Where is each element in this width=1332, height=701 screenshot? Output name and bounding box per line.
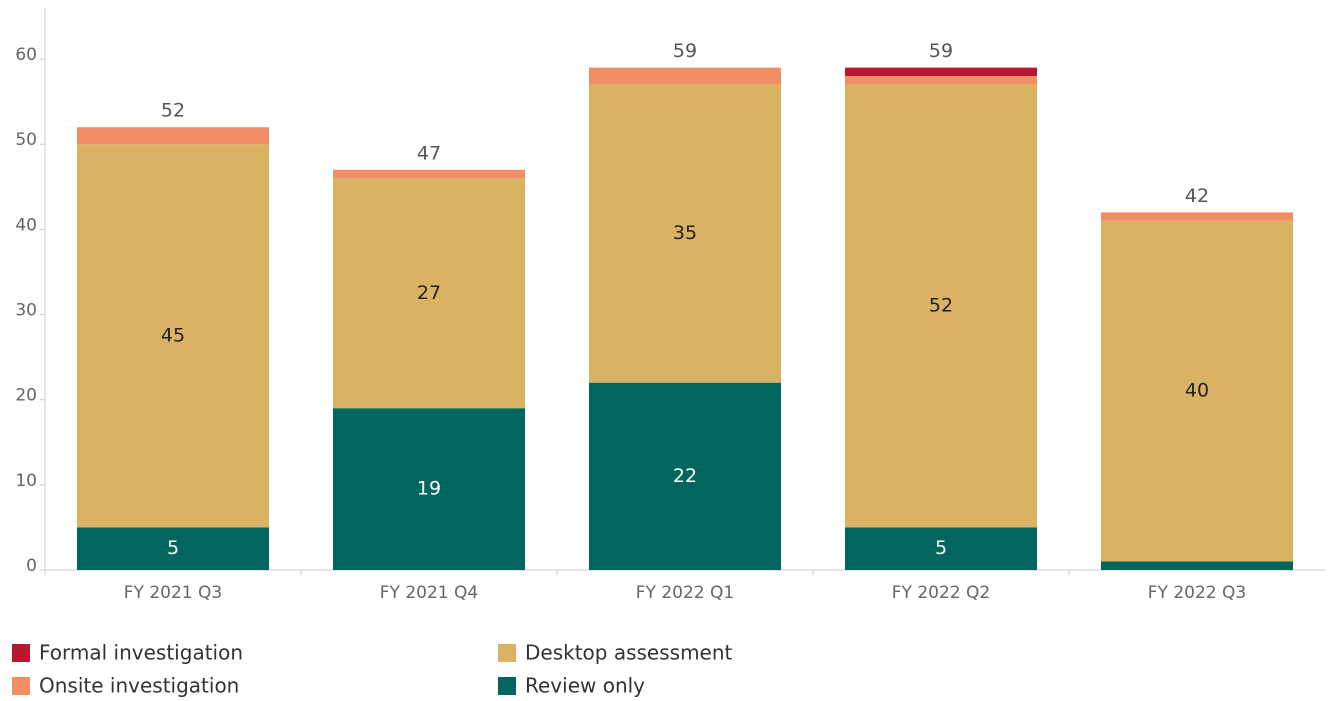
y-tick-label: 10	[15, 471, 37, 491]
bar-segment	[333, 178, 525, 409]
x-tick-label: FY 2021 Q4	[380, 583, 478, 603]
bar-segment	[845, 76, 1037, 85]
bar-segment	[77, 527, 269, 570]
x-tick-label: FY 2022 Q2	[892, 583, 990, 603]
legend-label: Desktop assessment	[525, 641, 733, 665]
bar-segment	[333, 169, 525, 179]
y-tick-label: 50	[15, 130, 37, 150]
legend-label: Formal investigation	[39, 641, 243, 665]
bar-segment	[1101, 212, 1293, 221]
legend-swatch	[498, 644, 516, 662]
bar-segment	[1101, 220, 1293, 562]
data-label: 19	[417, 478, 441, 500]
bar-segment	[845, 84, 1037, 528]
total-label: 52	[161, 100, 185, 122]
bar-segment	[845, 67, 1037, 77]
y-tick-label: 40	[15, 215, 37, 235]
data-label: 27	[417, 282, 441, 304]
data-label: 22	[673, 465, 697, 487]
x-tick-label: FY 2022 Q1	[636, 583, 734, 603]
legend-label: Onsite investigation	[39, 674, 239, 698]
x-tick-label: FY 2021 Q3	[124, 583, 222, 603]
bar-segment	[589, 84, 781, 383]
y-tick-label: 0	[26, 556, 37, 576]
legend-swatch	[498, 677, 516, 695]
bar-segment	[589, 67, 781, 85]
data-label: 52	[929, 295, 953, 317]
data-label: 5	[935, 537, 947, 559]
y-tick-label: 30	[15, 301, 37, 321]
data-label: 35	[673, 222, 697, 244]
total-label: 42	[1185, 185, 1209, 207]
bar-segment	[845, 527, 1037, 570]
legend-swatch	[12, 644, 30, 662]
bar-segment	[77, 127, 269, 145]
bar-segment	[77, 144, 269, 528]
bar-segment	[333, 408, 525, 570]
bar-segment	[1101, 561, 1293, 570]
y-tick-label: 60	[15, 45, 37, 65]
y-tick-label: 20	[15, 386, 37, 406]
total-label: 59	[673, 40, 697, 62]
legend-label: Review only	[525, 674, 645, 698]
legend-swatch	[12, 677, 30, 695]
data-label: 45	[161, 324, 185, 346]
total-label: 47	[417, 142, 441, 164]
total-label: 59	[929, 40, 953, 62]
data-label: 40	[1185, 380, 1209, 402]
x-tick-label: FY 2022 Q3	[1148, 583, 1246, 603]
data-label: 5	[167, 537, 179, 559]
bar-segment	[589, 382, 781, 570]
